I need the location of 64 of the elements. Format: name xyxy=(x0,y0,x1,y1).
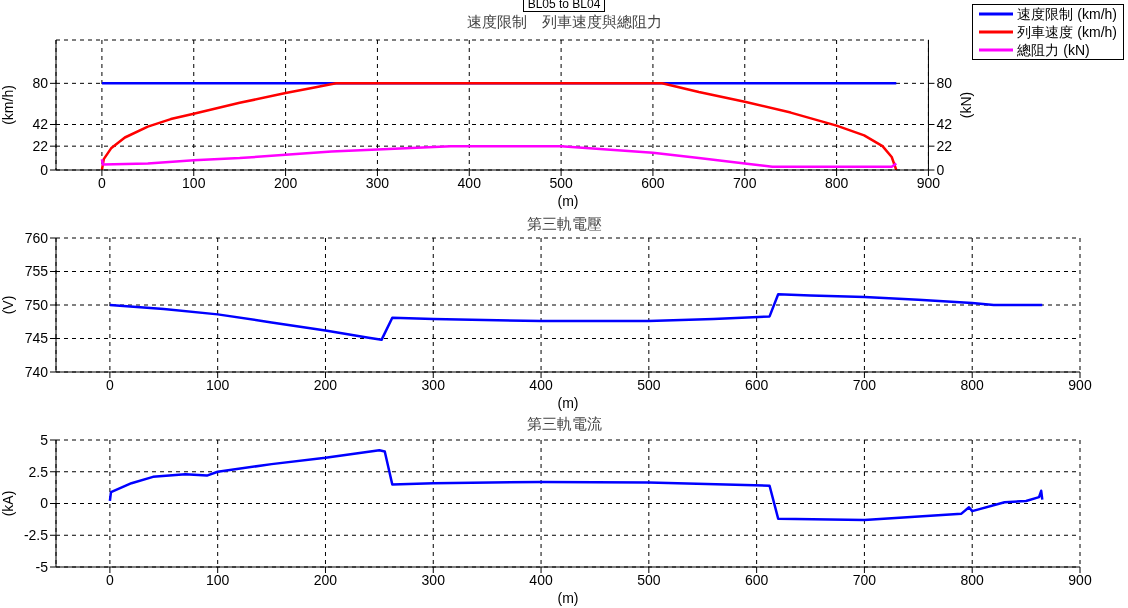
line-series xyxy=(108,448,1044,522)
line-series xyxy=(108,293,1044,342)
y-tick-label: 750 xyxy=(24,296,49,313)
y2-tick-label: 22 xyxy=(936,138,953,155)
legend-label: 總阻力 (kN) xyxy=(1017,41,1090,59)
y-axis-title: (V) xyxy=(0,295,16,315)
x-tick-label: 200 xyxy=(273,174,298,191)
x-tick-label: 900 xyxy=(1068,571,1092,588)
x-tick-label: 700 xyxy=(852,376,877,393)
x-tick-label: 300 xyxy=(365,174,390,191)
x-tick-label: 200 xyxy=(313,376,338,393)
chart-title: 第三軌電流 xyxy=(526,415,602,432)
y2-axis-title: (kN) xyxy=(958,91,975,119)
y-tick-label: -2.5 xyxy=(23,527,49,544)
x-tick-label: 300 xyxy=(421,376,446,393)
y-tick-label: 80 xyxy=(32,75,49,92)
y-tick-label: 42 xyxy=(32,116,49,133)
x-tick-label: 100 xyxy=(206,571,230,588)
y2-tick-label: 80 xyxy=(936,75,953,92)
y-axis-title: (kA) xyxy=(0,490,16,517)
y-tick-label: -5 xyxy=(35,558,49,575)
y-tick-label: 745 xyxy=(24,330,49,347)
y-tick-label: 740 xyxy=(24,363,49,380)
chart-title: 第三軌電壓 xyxy=(526,215,602,232)
y-tick-label: 22 xyxy=(32,138,49,155)
y-tick-label: 760 xyxy=(24,229,49,246)
x-tick-label: 800 xyxy=(824,174,849,191)
x-tick-label: 800 xyxy=(960,376,985,393)
x-tick-label: 500 xyxy=(637,571,661,588)
x-tick-label: 100 xyxy=(206,376,230,393)
x-axis-title: (m) xyxy=(556,192,580,210)
x-tick-label: 500 xyxy=(637,376,661,393)
x-tick-label: 600 xyxy=(641,174,665,191)
x-tick-label: 0 xyxy=(106,571,114,588)
x-tick-label: 800 xyxy=(960,571,985,588)
line-series xyxy=(100,82,898,170)
x-tick-label: 600 xyxy=(744,571,769,588)
x-tick-label: 600 xyxy=(744,376,769,393)
y-tick-label: 755 xyxy=(24,263,49,280)
x-tick-label: 400 xyxy=(529,571,553,588)
y2-tick-label: 42 xyxy=(936,116,953,133)
x-tick-label: 400 xyxy=(457,174,482,191)
y-tick-label: 2.5 xyxy=(28,463,49,480)
x-tick-label: 100 xyxy=(182,174,206,191)
x-tick-label: 200 xyxy=(313,571,338,588)
legend-label: 列車速度 (km/h) xyxy=(1017,23,1117,41)
y-tick-label: 0 xyxy=(40,495,49,512)
x-tick-label: 500 xyxy=(549,174,573,191)
x-tick-label: 700 xyxy=(852,571,877,588)
x-tick-label: 400 xyxy=(529,376,553,393)
y-tick-label: 0 xyxy=(40,161,49,178)
legend-label: 速度限制 (km/h) xyxy=(1017,5,1117,23)
x-tick-label: 300 xyxy=(421,571,446,588)
x-tick-label: 0 xyxy=(98,174,107,191)
text: BL05 to BL04 xyxy=(522,0,606,12)
y-axis-title: (km/h) xyxy=(0,85,16,125)
x-tick-label: 0 xyxy=(106,376,114,393)
x-tick-label: 700 xyxy=(733,174,757,191)
x-tick-label: 900 xyxy=(1068,376,1092,393)
x-axis-title: (m) xyxy=(556,589,580,607)
line-series xyxy=(100,144,898,168)
y-tick-label: 5 xyxy=(40,431,49,448)
chart-title: 速度限制 列車速度與總阻力 xyxy=(466,13,662,30)
x-axis-title: (m) xyxy=(556,394,580,412)
